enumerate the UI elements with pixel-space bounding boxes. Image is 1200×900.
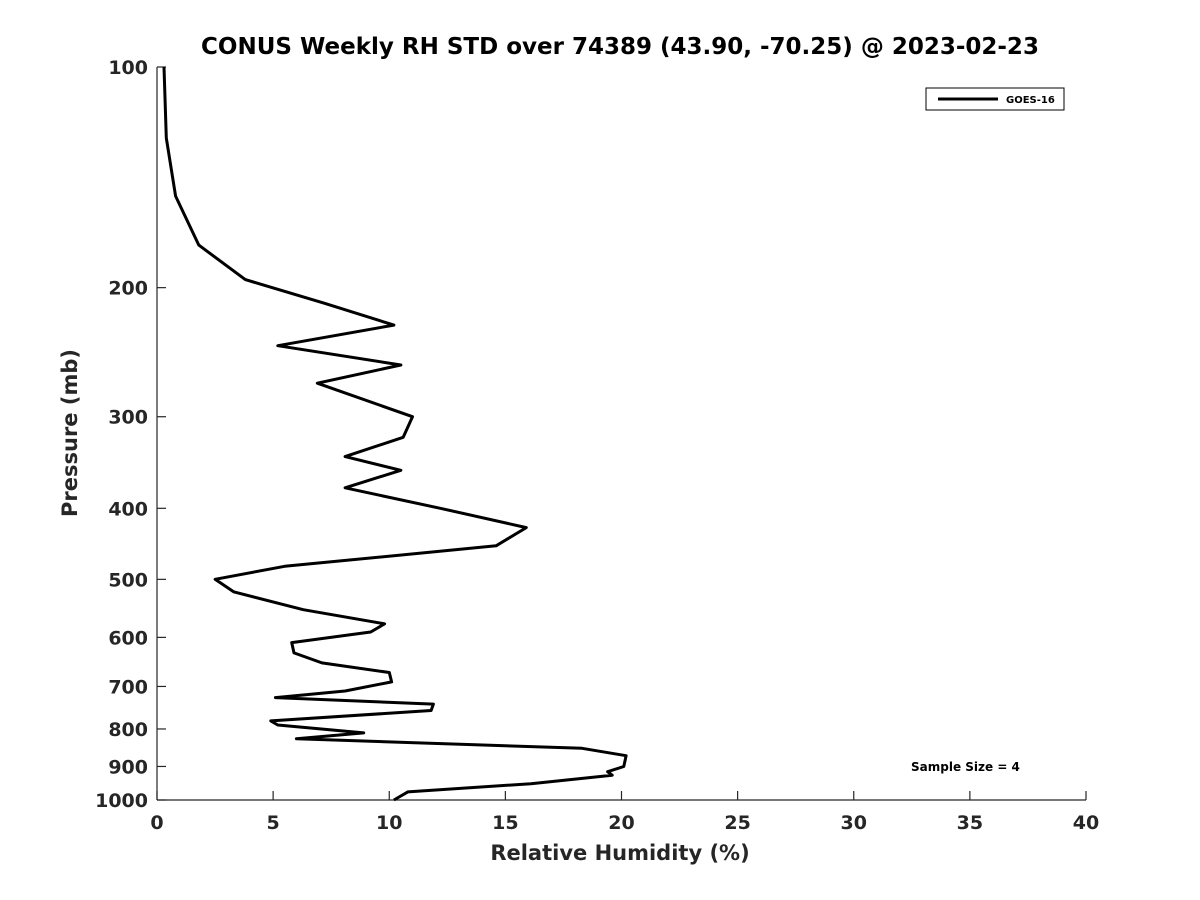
x-tick-label: 25 bbox=[724, 812, 750, 834]
y-tick-label: 100 bbox=[108, 57, 148, 79]
x-tick-label: 10 bbox=[376, 812, 402, 834]
series-line-goes-16 bbox=[162, 66, 628, 802]
y-tick-label: 200 bbox=[108, 278, 148, 300]
ticks: 0 5 10 15 20 25 30 35 40 100 200 300 400 500 600 700 800… bbox=[95, 57, 1099, 834]
x-tick-label: 40 bbox=[1073, 812, 1099, 834]
chart-title: CONUS Weekly RH STD over 74389 (43.90, -… bbox=[201, 34, 1039, 60]
x-tick-label: 5 bbox=[267, 812, 280, 834]
x-axis-label: Relative Humidity (%) bbox=[490, 841, 749, 865]
x-tick-label: 0 bbox=[150, 812, 163, 834]
y-tick-label: 1000 bbox=[95, 790, 148, 812]
y-tick-label: 700 bbox=[108, 676, 148, 698]
y-tick-label: 400 bbox=[108, 498, 148, 520]
y-axis-label: Pressure (mb) bbox=[58, 349, 82, 517]
legend: GOES-16 bbox=[925, 87, 1065, 111]
x-tick-label: 15 bbox=[492, 812, 518, 834]
y-tick-label: 900 bbox=[108, 756, 148, 778]
y-tick-label: 600 bbox=[108, 627, 148, 649]
y-tick-label: 500 bbox=[108, 569, 148, 591]
x-tick-label: 35 bbox=[957, 812, 983, 834]
legend-label-goes-16: GOES-16 bbox=[1006, 95, 1055, 106]
x-tick-label: 30 bbox=[841, 812, 867, 834]
sample-size-annotation: Sample Size = 4 bbox=[911, 760, 1020, 774]
y-tick-label: 300 bbox=[108, 407, 148, 429]
x-tick-label: 20 bbox=[608, 812, 634, 834]
plot-series bbox=[162, 66, 628, 802]
y-tick-label: 800 bbox=[108, 719, 148, 741]
